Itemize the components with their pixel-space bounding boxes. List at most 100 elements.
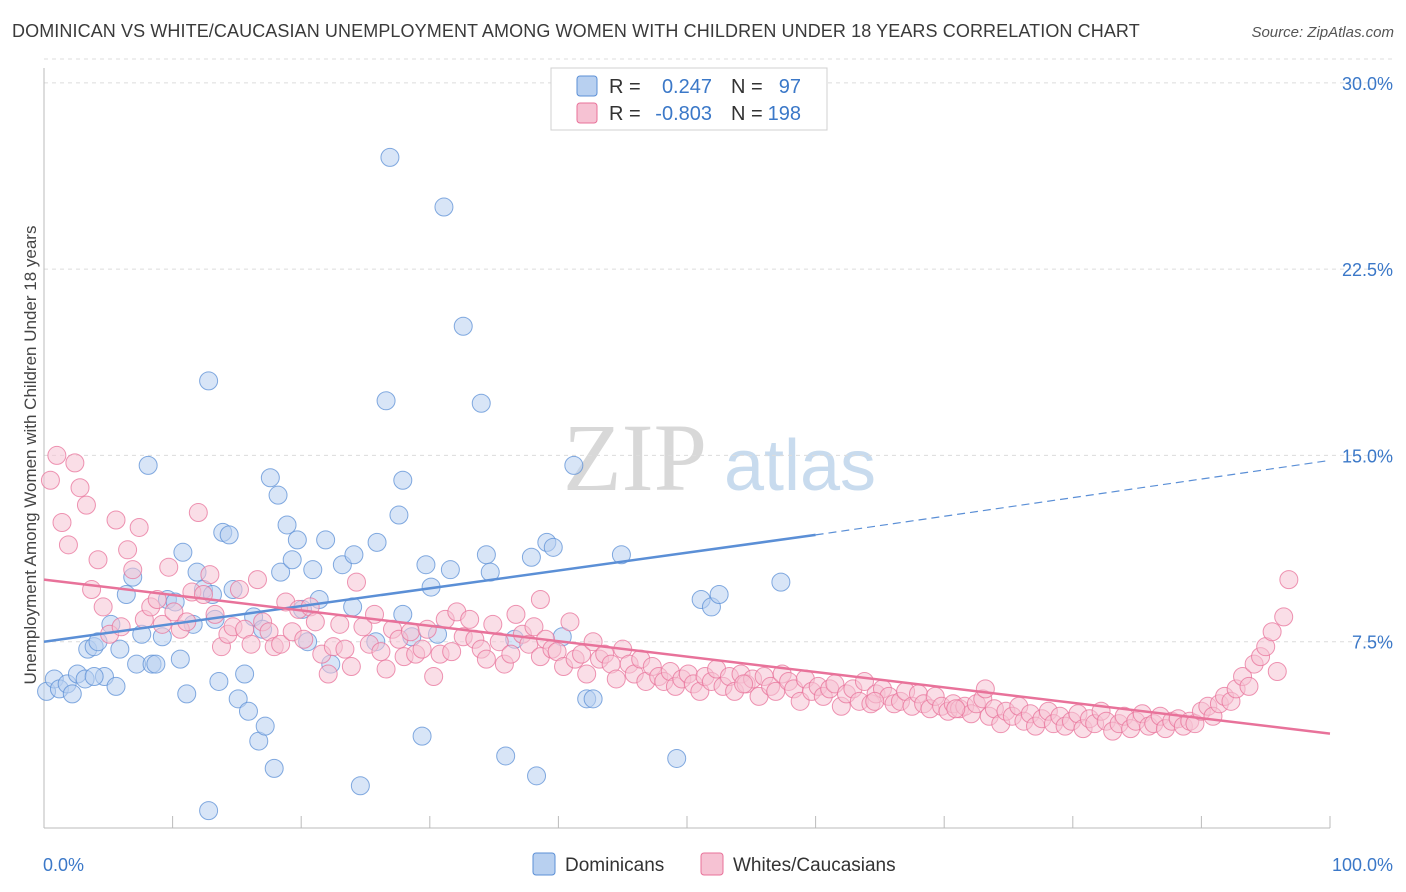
point-white-51 xyxy=(341,657,361,677)
point-white-35 xyxy=(247,570,267,590)
point-white-21 xyxy=(164,602,184,622)
trend-extension-dominican xyxy=(815,459,1331,536)
point-white-1 xyxy=(47,445,67,465)
point-white-18 xyxy=(147,589,167,609)
point-dominican-64 xyxy=(416,555,436,575)
legend-n-value-whites: 198 xyxy=(768,103,801,125)
point-white-79 xyxy=(506,604,526,624)
point-white-78 xyxy=(501,644,521,664)
point-dominican-78 xyxy=(543,537,563,557)
point-dominican-84 xyxy=(667,748,687,768)
point-white-208 xyxy=(1267,662,1287,682)
legend-r-value-whites: -0.803 xyxy=(655,103,712,125)
point-dominican-69 xyxy=(453,316,473,336)
point-dominican-75 xyxy=(521,547,541,567)
point-dominican-73 xyxy=(496,746,516,766)
watermark-atlas: atlas xyxy=(724,426,876,506)
point-dominican-47 xyxy=(287,530,307,550)
point-dominican-83 xyxy=(611,545,631,565)
point-white-74 xyxy=(476,649,496,669)
point-white-49 xyxy=(330,614,350,634)
point-white-5 xyxy=(70,478,90,498)
point-dominican-71 xyxy=(476,545,496,565)
point-dominican-43 xyxy=(268,485,288,505)
point-dominican-23 xyxy=(170,649,190,669)
point-white-63 xyxy=(412,639,432,659)
point-dominican-4 xyxy=(62,684,82,704)
point-dominican-37 xyxy=(238,701,258,721)
point-white-82 xyxy=(524,617,544,637)
point-white-64 xyxy=(417,619,437,639)
point-white-34 xyxy=(241,634,261,654)
point-dominican-36 xyxy=(235,664,255,684)
point-dominican-80 xyxy=(564,455,584,475)
legend-n-label: N = xyxy=(731,76,763,98)
point-dominican-55 xyxy=(344,545,364,565)
point-dominican-52 xyxy=(316,530,336,550)
point-white-47 xyxy=(318,664,338,684)
point-white-20 xyxy=(159,557,179,577)
point-white-3 xyxy=(58,535,78,555)
point-white-76 xyxy=(489,632,509,652)
bottom-legend-label-whites[interactable]: Whites/Caucasians xyxy=(733,855,896,876)
point-dominican-35 xyxy=(228,689,248,709)
bottom-legend-label-dominicans[interactable]: Dominicans xyxy=(565,855,664,876)
y-tick-label-3: 30.0% xyxy=(1342,74,1393,94)
point-dominican-13 xyxy=(110,639,130,659)
y-tick-label-0: 7.5% xyxy=(1352,633,1393,653)
point-white-213 xyxy=(946,699,966,719)
point-dominican-42 xyxy=(264,758,284,778)
point-dominican-61 xyxy=(393,470,413,490)
point-white-203 xyxy=(1239,676,1259,696)
point-dominican-17 xyxy=(138,455,158,475)
point-white-209 xyxy=(1274,607,1294,627)
point-white-0 xyxy=(40,470,60,490)
trend-line-dominican xyxy=(43,533,816,643)
point-white-27 xyxy=(200,565,220,585)
point-dominican-40 xyxy=(255,716,275,736)
point-dominican-89 xyxy=(199,801,219,821)
point-dominican-76 xyxy=(527,766,547,786)
point-dominican-12 xyxy=(106,676,126,696)
watermark: ZIP atlas xyxy=(563,404,876,511)
point-white-43 xyxy=(294,629,314,649)
tick-labels: 7.5% 15.0% 22.5% 30.0% 0.0% 100.0% xyxy=(43,74,1393,875)
legend-swatch-dominicans xyxy=(576,75,598,97)
point-white-96 xyxy=(606,669,626,689)
point-white-4 xyxy=(65,453,85,473)
bottom-legend: Dominicans Whites/Caucasians xyxy=(532,852,896,876)
point-dominican-41 xyxy=(260,468,280,488)
point-white-215 xyxy=(865,691,885,711)
point-white-57 xyxy=(376,659,396,679)
point-dominican-45 xyxy=(277,515,297,535)
point-white-75 xyxy=(483,614,503,634)
point-white-6 xyxy=(76,495,96,515)
point-dominican-60 xyxy=(389,505,409,525)
point-white-7 xyxy=(82,580,102,600)
chart-source: Source: ZipAtlas.com xyxy=(1251,24,1394,41)
bottom-legend-swatch-dominicans[interactable] xyxy=(532,852,556,876)
point-dominican-29 xyxy=(199,371,219,391)
point-white-71 xyxy=(460,609,480,629)
point-white-28 xyxy=(205,604,225,624)
point-white-45 xyxy=(305,612,325,632)
point-white-25 xyxy=(188,503,208,523)
legend-r-label: R = xyxy=(609,76,641,98)
point-dominican-87 xyxy=(709,585,729,605)
legend-n-value-dominicans: 97 xyxy=(779,76,801,98)
point-dominican-31 xyxy=(209,671,229,691)
bottom-legend-swatch-whites[interactable] xyxy=(700,852,724,876)
point-white-210 xyxy=(1279,570,1299,590)
point-white-56 xyxy=(371,642,391,662)
point-white-2 xyxy=(52,512,72,532)
point-dominican-59 xyxy=(380,147,400,167)
watermark-zip: ZIP xyxy=(563,404,707,511)
point-dominican-19 xyxy=(146,654,166,674)
point-dominican-24 xyxy=(173,542,193,562)
legend-n-label-2: N = xyxy=(731,103,763,125)
point-dominican-94 xyxy=(84,666,104,686)
y-tick-label-1: 15.0% xyxy=(1342,446,1393,466)
trend-line-white xyxy=(43,578,1331,735)
point-dominican-33 xyxy=(219,525,239,545)
point-dominican-46 xyxy=(282,550,302,570)
